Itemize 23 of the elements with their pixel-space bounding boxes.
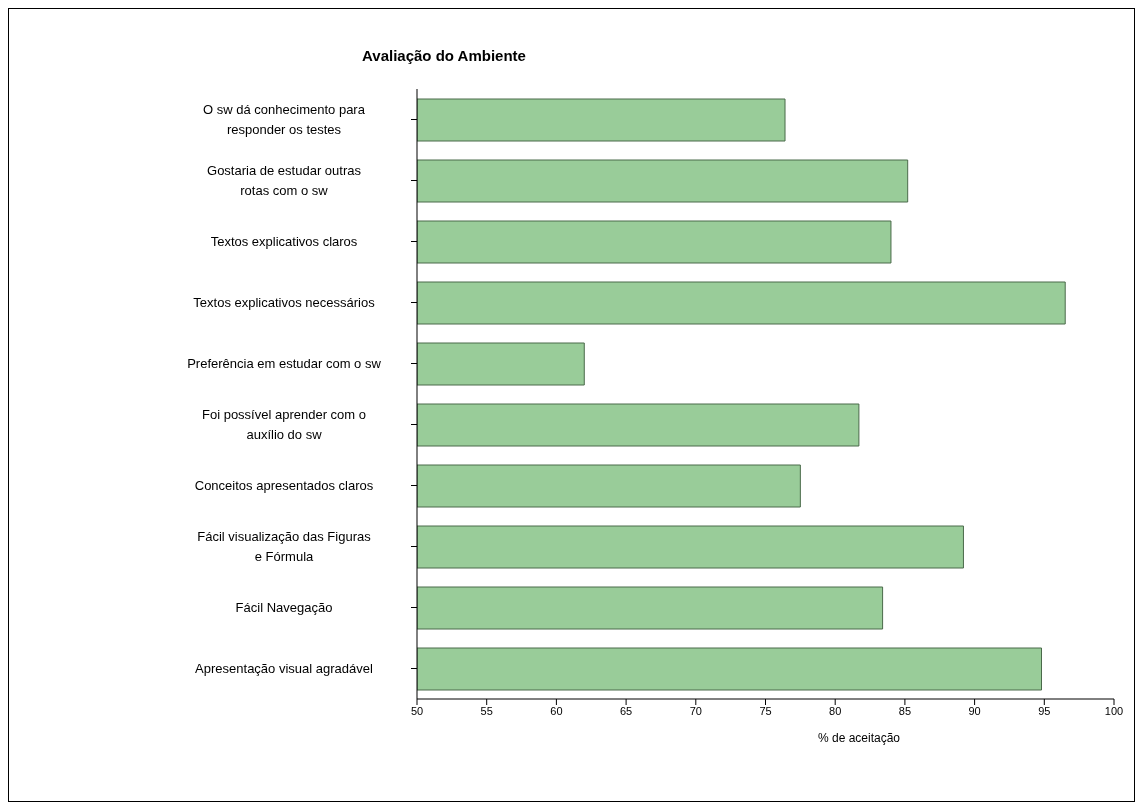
y-tick-label: O sw dá conhecimento para responder os testes [203,102,366,138]
x-tick-label: 95 [1038,704,1051,717]
x-tick-label: 70 [689,704,702,717]
x-tick-label: 50 [410,704,424,717]
y-tick-label: Foi possível aprender com o auxílio do sw [201,407,367,443]
chart-title: Avaliação do Ambiente [361,47,527,64]
y-tick-label: Apresentação visual agradável [195,661,373,677]
y-tick-label: Textos explicativos necessários [193,295,376,311]
x-tick-label: 85 [898,704,912,717]
x-tick-label: 60 [550,704,563,717]
x-tick-label: 75 [759,704,772,717]
x-tick-label: 65 [619,704,633,717]
y-tick-label: Fácil visualização das Figuras e Fórmula [197,529,372,565]
y-tick-label: Preferência em estudar com o sw [187,356,382,372]
x-tick-label: 100 [1104,704,1124,717]
x-tick-label: 90 [968,704,981,717]
y-tick-label: Textos explicativos claros [210,234,358,250]
x-axis-title: % de aceitação [816,731,902,745]
x-tick-label: 55 [480,704,493,717]
y-tick-label: Fácil Navegação [235,600,333,616]
x-tick-label: 80 [829,704,842,717]
y-tick-label: Gostaria de estudar outras rotas com o sw [207,163,362,199]
y-tick-label: Conceitos apresentados claros [194,478,374,494]
